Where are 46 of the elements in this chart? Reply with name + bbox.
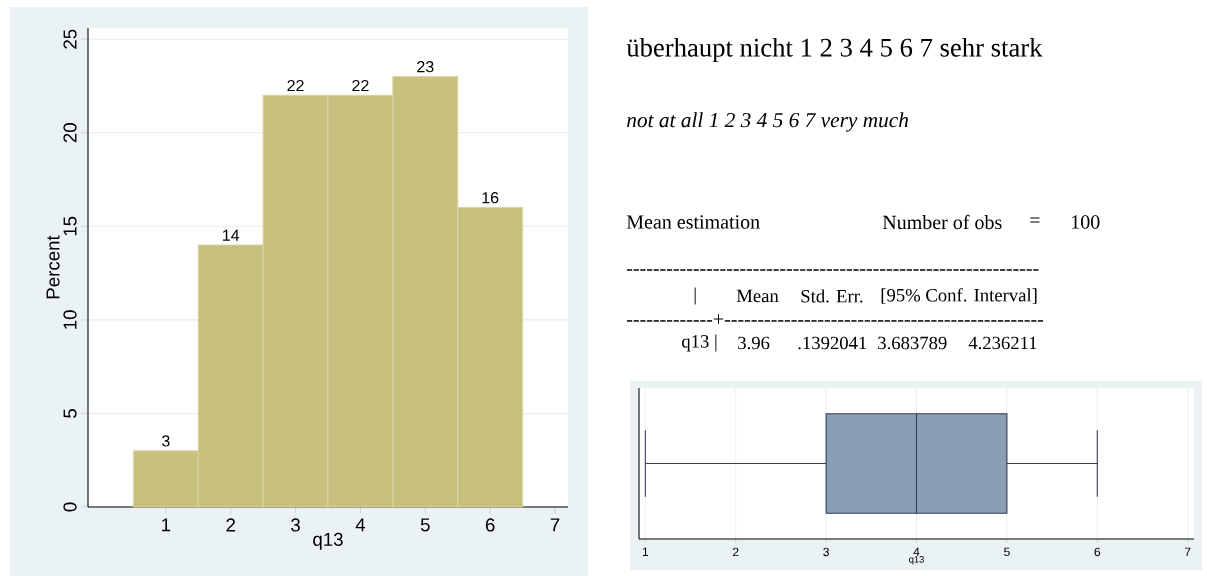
- x-tick-label: 1: [642, 547, 649, 556]
- data-label: 3: [162, 435, 170, 447]
- x-tick-label: 6: [1094, 547, 1101, 557]
- text: 100: [1072, 215, 1100, 229]
- text: Mean: [736, 289, 779, 303]
- data-label: 16: [482, 192, 499, 204]
- y-tick-label: 20: [63, 123, 77, 143]
- x-tick-label: 7: [550, 518, 560, 532]
- data-label: 23: [417, 61, 434, 73]
- x-tick-label: 2: [226, 518, 235, 532]
- y-tick-label: 15: [63, 216, 77, 236]
- y-tick-label: 10: [63, 310, 77, 329]
- text: --------------------------------------------------------------: [627, 269, 1039, 271]
- x-tick-label: 6: [485, 518, 495, 532]
- x-tick-label: 7: [1184, 547, 1191, 556]
- x-tick-label: 4: [913, 547, 920, 556]
- text: .1392041: [798, 336, 867, 350]
- text: =: [1030, 217, 1040, 223]
- text: überhaupt nicht 1 2 3 4 5 6 7 sehr stark: [626, 37, 1043, 63]
- text: 3.96: [738, 336, 770, 350]
- x-axis-title: q13: [313, 532, 343, 550]
- x-tick-label: 2: [732, 547, 739, 557]
- y-tick-label: 25: [63, 29, 77, 49]
- text: 4.236211: [968, 336, 1037, 350]
- text: |: [694, 287, 696, 305]
- x-tick-label: 5: [420, 518, 430, 532]
- x-tick-label: 5: [1004, 547, 1010, 557]
- y-axis-title: Percent: [46, 235, 60, 299]
- data-label: 22: [287, 79, 304, 92]
- x-tick-label: 4: [355, 518, 366, 532]
- text: 3.683789: [878, 336, 947, 350]
- y-tick-label: 0: [63, 502, 77, 512]
- x-tick-label: 3: [823, 547, 829, 557]
- data-label: 22: [352, 79, 369, 92]
- text: Std. Err.: [801, 289, 863, 303]
- data-label: 14: [223, 229, 240, 241]
- x-tick-label: 1: [162, 518, 171, 532]
- x-tick-label: 3: [291, 518, 300, 532]
- text: -------------+------------------------------------------------: [627, 314, 1044, 324]
- text: Number of obs: [882, 214, 1002, 230]
- text: q13 |: [682, 334, 717, 352]
- text: not at all 1 2 3 4 5 6 7 very much: [627, 112, 909, 132]
- x-axis-title: q13: [909, 556, 924, 565]
- text: Mean estimation: [626, 215, 760, 229]
- y-tick-label: 5: [63, 409, 77, 418]
- text: [95% Conf. Interval]: [881, 288, 1037, 304]
